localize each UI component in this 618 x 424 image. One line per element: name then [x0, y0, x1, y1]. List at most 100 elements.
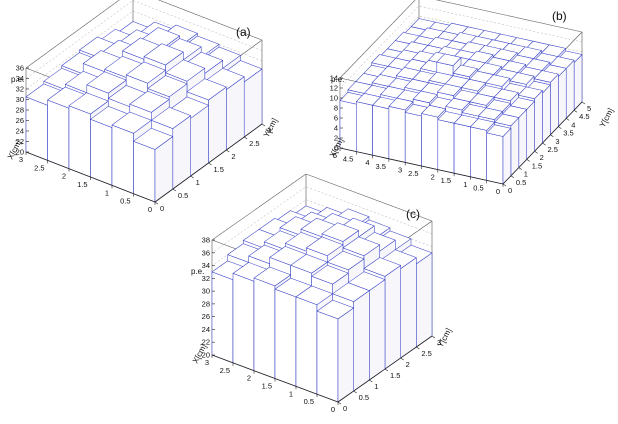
bars-c	[211, 173, 433, 403]
y-ticks-a: 0 0.5 1 1.5 2 2.5 3	[154, 123, 271, 213]
y-tick-mark-b	[558, 126, 562, 129]
y-tick-mark-a	[172, 188, 176, 192]
y-tick-mark-b	[526, 159, 530, 162]
z-tick-label-c: 32	[202, 274, 210, 283]
z-tick-label-a: 24	[16, 127, 24, 136]
x-tick-label-a: 0	[148, 205, 152, 214]
x-tick-label-b: 0	[496, 187, 500, 196]
y-tick-label-c: 2.5	[421, 349, 431, 358]
x-tick-label-c: 2.5	[220, 366, 230, 375]
x-tick-label-a: 2	[62, 172, 66, 181]
y-tick-mark-a	[154, 201, 159, 205]
bars-b	[339, 0, 583, 185]
z-tick-label-a: 22	[16, 137, 24, 146]
panel-label-c: (c)	[406, 207, 420, 221]
z-tick-label-a: 36	[16, 64, 24, 73]
y-tick-mark-b	[518, 167, 522, 170]
z-tick-label-b: 4	[334, 124, 338, 133]
y-tick-mark-a	[261, 123, 266, 127]
y-axis-label-b: Y[cm]	[598, 107, 616, 129]
y-tick-label-b: 5	[587, 104, 591, 113]
y-tick-mark-a	[244, 136, 248, 140]
y-tick-label-b: 2	[540, 153, 544, 162]
y-ticks-c: 0 0.5 1 1.5 2 2.5 3	[337, 335, 441, 413]
y-tick-mark-b	[502, 183, 507, 187]
y-tick-label-c: 2	[406, 360, 410, 369]
y-tick-label-b: 3	[555, 137, 559, 146]
y-tick-mark-c	[369, 379, 373, 383]
y-tick-mark-a	[190, 175, 194, 179]
y-tick-label-a: 1.5	[214, 165, 224, 174]
z-axis-label-c: p.e.	[191, 267, 204, 276]
z-tick-label-c: 36	[202, 248, 210, 257]
z-tick-label-c: 26	[202, 312, 210, 321]
z-tick-label-c: 22	[202, 338, 210, 347]
y-tick-label-c: 1	[374, 382, 378, 391]
y-tick-mark-b	[534, 150, 538, 154]
x-tick-label-c: 3	[205, 358, 209, 367]
x-tick-label-c: 0	[331, 405, 335, 414]
z-axis-label-b: p.e.	[331, 75, 344, 84]
bar-b-0-0	[486, 124, 512, 185]
y-ticks-b: 0 0.51 1.52 2.53 3.54 4.55	[502, 101, 591, 195]
y-tick-label-b: 0.5	[516, 178, 526, 187]
x-tick-label-b: 4.5	[343, 155, 353, 164]
y-tick-mark-c	[431, 335, 436, 339]
z-tick-label-b: 8	[334, 104, 338, 113]
z-tick-label-c: 34	[202, 261, 210, 270]
z-tick-label-b: 0	[334, 144, 338, 153]
y-tick-mark-a	[226, 149, 230, 153]
y-tick-mark-c	[353, 390, 357, 394]
z-axis-label-a: p.e.	[11, 75, 24, 84]
lego-plot-c: (c) p.e. X[cm] Y[cm] 00.511.522.53 00.51…	[191, 173, 453, 414]
z-gridline-c	[211, 173, 433, 241]
y-tick-label-c: 0.5	[359, 393, 369, 402]
x-tick-label-b: 1.5	[441, 176, 451, 185]
y-tick-mark-a	[208, 162, 212, 166]
y-tick-label-a: 0	[160, 204, 164, 213]
z-tick-label-a: 28	[16, 106, 24, 115]
z-tick-label-c: 20	[202, 351, 210, 360]
y-tick-label-b: 1	[524, 170, 528, 179]
x-tick-label-b: 0.5	[473, 183, 483, 192]
y-tick-label-c: 1.5	[390, 371, 400, 380]
x-ticks-c: 0 0.5 1 1.5 2 2.5 3	[205, 355, 339, 414]
x-ticks-b: 0 0.5 1 1.5 2 2.5 3 3.5 4 4.5 5	[333, 148, 504, 196]
bar-c-0-0	[316, 299, 354, 403]
z-tick-label-c: 38	[202, 236, 210, 245]
y-tick-label-a: 0.5	[178, 191, 188, 200]
y-tick-label-b: 3.5	[563, 129, 573, 138]
frame-edge-b	[435, 0, 583, 33]
y-tick-label-b: 4.5	[579, 112, 589, 121]
x-ticks-a: 0 0.5 1 1.5 2 2.5 3	[19, 152, 156, 214]
z-tick-label-b: 14	[330, 74, 338, 83]
x-tick-label-b: 3	[398, 165, 402, 174]
x-tick-label-c: 2	[247, 374, 251, 383]
z-tick-label-a: 32	[16, 85, 24, 94]
lego-plot-a: (a) p.e. X[cm] Y[cm] 00.511.522.53 00.51…	[6, 0, 279, 214]
x-tick-label-a: 0.5	[120, 197, 130, 206]
y-tick-label-b: 2.5	[548, 145, 558, 154]
z-tick-label-c: 30	[202, 287, 210, 296]
x-tick-label-c: 1	[289, 389, 293, 398]
y-tick-label-a: 2.5	[249, 139, 259, 148]
x-tick-label-a: 1.5	[77, 180, 87, 189]
x-tick-label-a: 2.5	[34, 163, 44, 172]
x-tick-label-b: 5	[333, 151, 337, 160]
y-tick-label-b: 4	[571, 120, 575, 129]
z-tick-label-b: 10	[330, 94, 338, 103]
z-ticks-c: 20 22 24 26 28 30 32 34 36 38	[202, 236, 215, 360]
z-tick-label-b: 6	[334, 114, 338, 123]
panel-label-b: (b)	[552, 9, 567, 23]
x-tick-label-b: 3.5	[375, 162, 385, 171]
z-tick-label-b: 2	[334, 134, 338, 143]
y-tick-mark-c	[416, 346, 420, 350]
x-tick-label-b: 2.5	[408, 169, 418, 178]
x-tick-label-b: 4	[365, 158, 369, 167]
y-tick-mark-b	[550, 134, 554, 138]
y-tick-label-a: 1	[196, 178, 200, 187]
y-tick-mark-b	[510, 175, 515, 179]
z-tick-label-a: 26	[16, 116, 24, 125]
